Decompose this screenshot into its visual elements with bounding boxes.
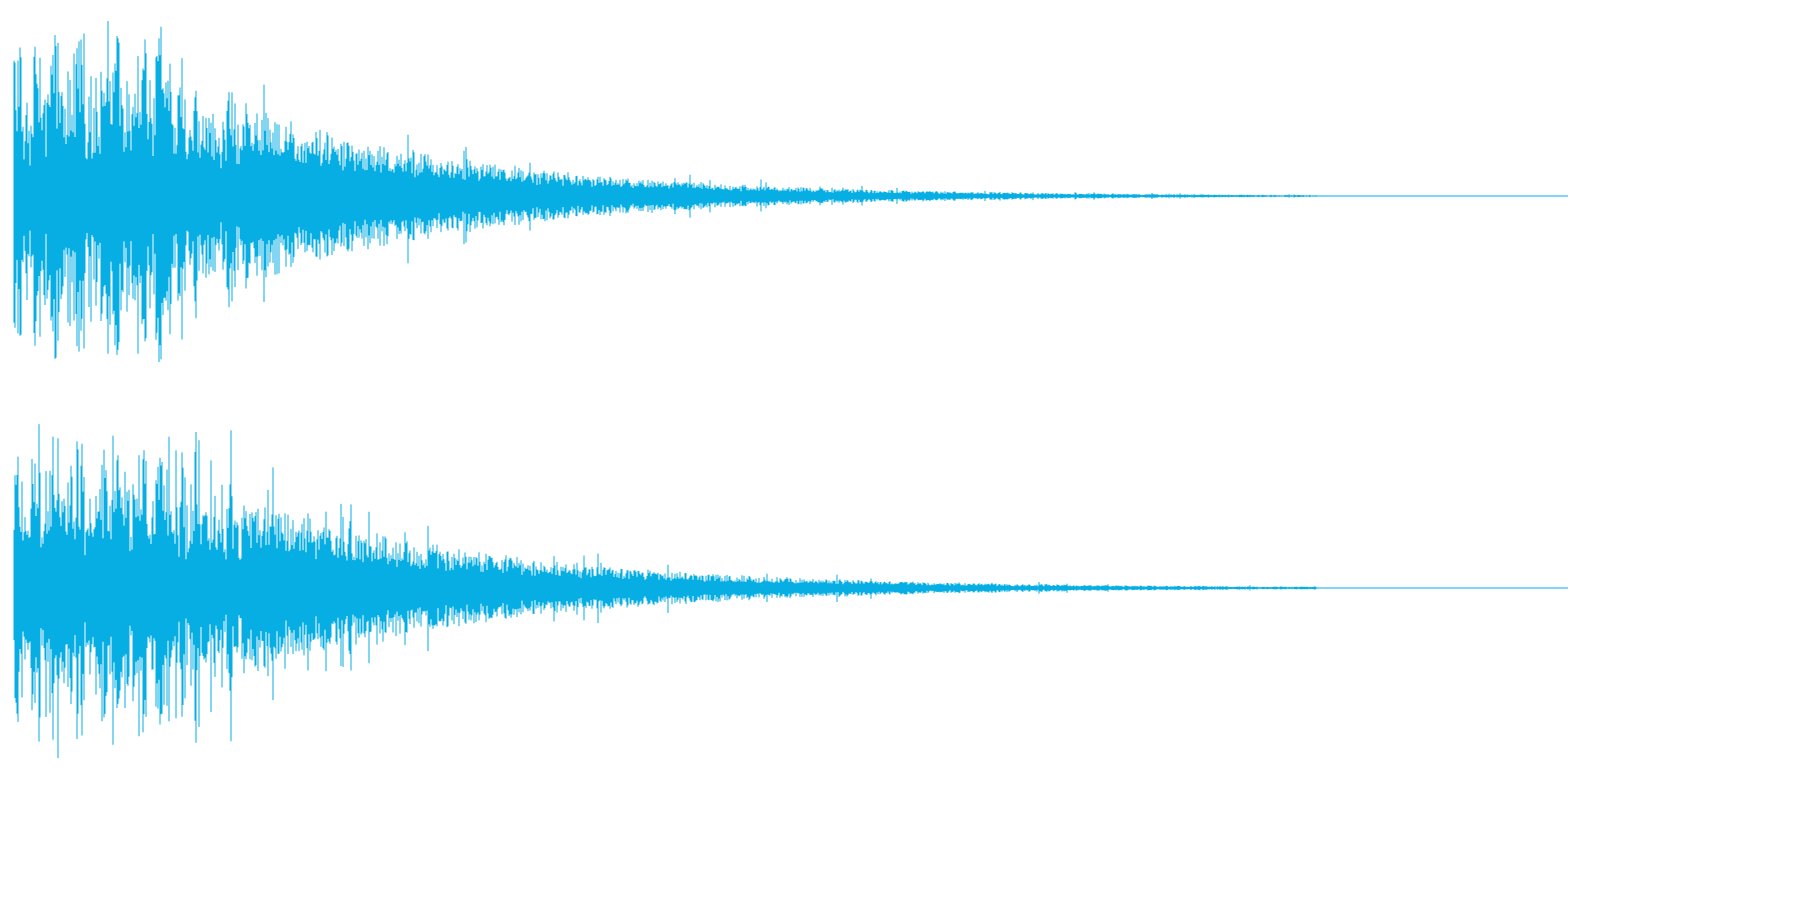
channel-1-signal xyxy=(13,21,1317,363)
channel-2-signal xyxy=(13,424,1317,759)
channel-1-waveform xyxy=(13,21,1568,363)
channel-2-track xyxy=(0,392,1568,766)
channel-2-waveform xyxy=(13,424,1568,759)
waveform-view xyxy=(0,0,1568,766)
channel-1-track xyxy=(0,0,1568,392)
